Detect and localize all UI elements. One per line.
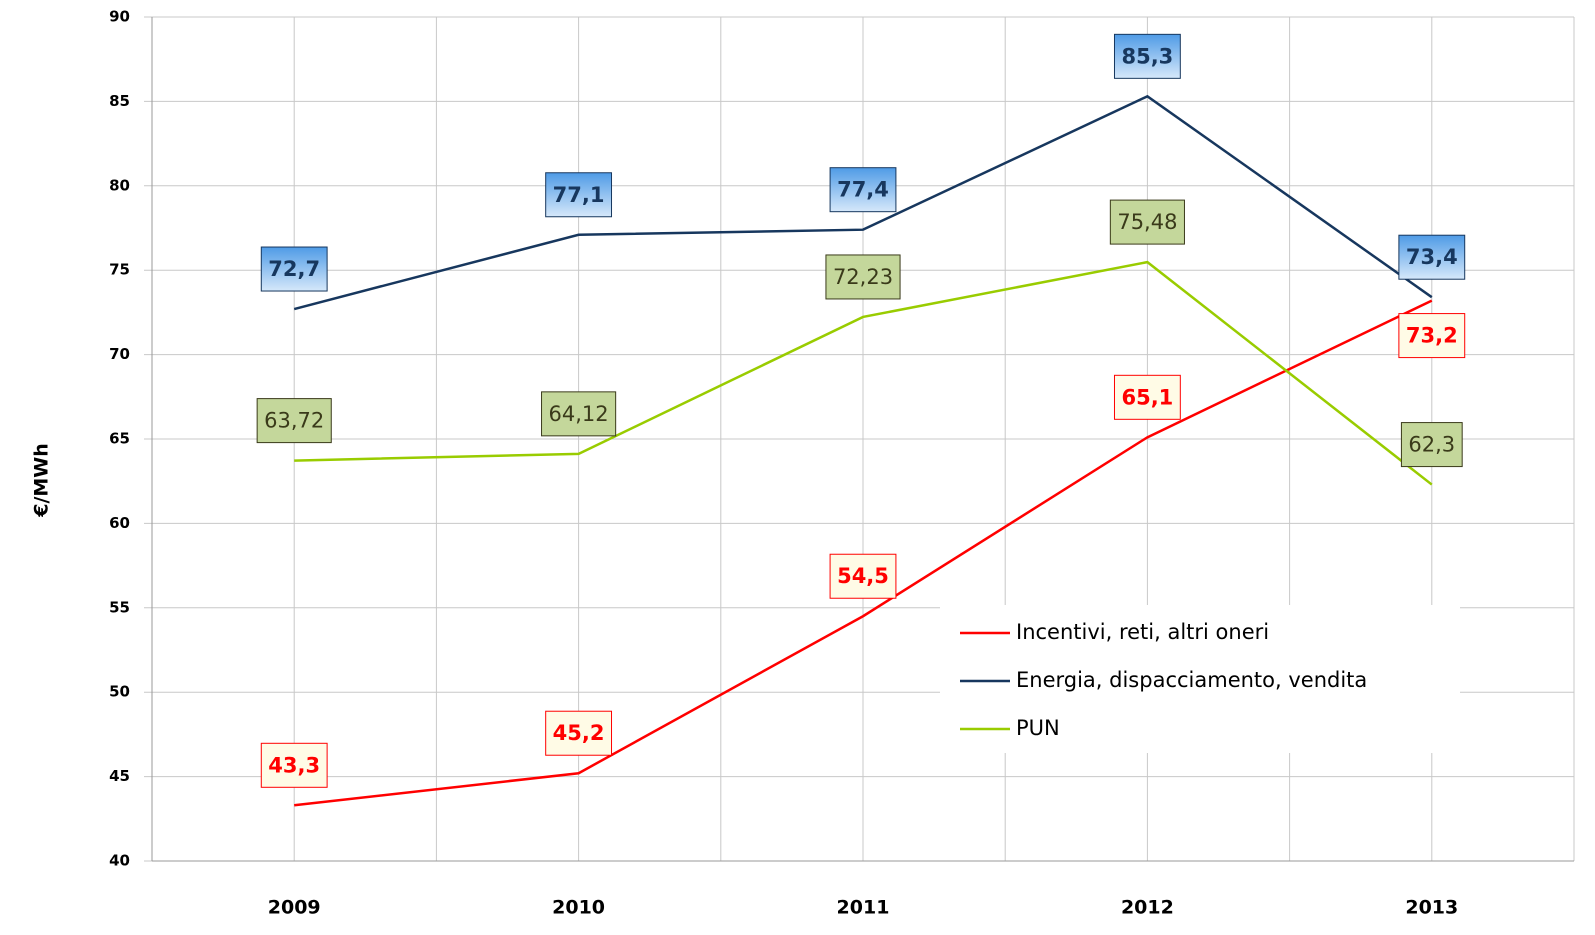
data-label-box [545, 172, 613, 218]
data-label: 62,3 [1400, 422, 1463, 468]
data-label-text: 85,3 [1121, 44, 1173, 68]
data-label-text: 64,12 [549, 402, 609, 426]
line-series [293, 94, 1433, 311]
line-series [294, 260, 1433, 486]
x-tick-label: 2009 [268, 897, 321, 919]
data-label-box [541, 391, 617, 437]
data-label-box [1398, 313, 1466, 359]
data-label-text: 72,7 [268, 257, 320, 281]
y-tick-label: 50 [109, 683, 130, 701]
y-tick-label: 45 [109, 767, 130, 785]
data-label-text: 63,72 [264, 409, 324, 433]
legend-label: PUN [1016, 716, 1060, 740]
data-label-box [829, 167, 897, 213]
data-label: 72,7 [260, 246, 328, 292]
data-label: 73,2 [1398, 313, 1466, 359]
y-tick-label: 90 [109, 8, 130, 26]
legend-label: Energia, dispacciamento, vendita [1016, 668, 1367, 692]
data-label: 63,72 [256, 398, 332, 444]
data-label: 65,1 [1113, 374, 1181, 420]
data-label-box [1400, 422, 1463, 468]
data-label: 43,3 [260, 742, 328, 788]
line-series [294, 299, 1433, 807]
y-tick-label: 75 [109, 261, 130, 279]
legend-label: Incentivi, reti, altri oneri [1016, 620, 1269, 644]
data-label: 54,5 [829, 553, 897, 599]
y-tick-label: 70 [109, 345, 130, 363]
data-label-box [1109, 199, 1185, 245]
data-label-box [1113, 374, 1181, 420]
data-label-text: 73,4 [1406, 245, 1458, 269]
y-tick-label: 85 [109, 92, 130, 110]
data-label-text: 62,3 [1408, 433, 1455, 457]
data-label-text: 75,48 [1117, 210, 1177, 234]
data-label: 75,48 [1109, 199, 1185, 245]
data-label-box [829, 553, 897, 599]
data-label-text: 45,2 [553, 721, 605, 745]
legend-box [940, 605, 1460, 753]
data-label-text: 54,5 [837, 564, 889, 588]
data-label-text: 77,4 [837, 178, 889, 202]
data-label-text: 43,3 [268, 753, 320, 777]
data-label: 64,12 [541, 391, 617, 437]
y-tick-label: 65 [109, 430, 130, 448]
data-label-text: 72,23 [833, 265, 893, 289]
x-tick-label: 2011 [837, 897, 890, 919]
y-tick-label: 55 [109, 598, 130, 616]
data-label: 77,4 [829, 167, 897, 213]
data-label-box [825, 254, 901, 300]
data-label-text: 77,1 [553, 183, 605, 207]
data-label-box [260, 742, 328, 788]
legend: Incentivi, reti, altri oneri Energia, dis… [940, 605, 1460, 753]
data-label-text: 73,2 [1406, 324, 1458, 348]
y-tick-label: 80 [109, 176, 130, 194]
x-tick-label: 2010 [552, 897, 605, 919]
x-tick-label: 2012 [1121, 897, 1174, 919]
data-label: 45,2 [545, 710, 613, 756]
data-label-box [1398, 234, 1466, 280]
data-label-box [545, 710, 613, 756]
data-label: 72,23 [825, 254, 901, 300]
data-label: 77,1 [545, 172, 613, 218]
data-label: 73,4 [1398, 234, 1466, 280]
x-tick-label: 2013 [1405, 897, 1458, 919]
data-label-box [260, 246, 328, 292]
y-axis-label: €/MWh [31, 443, 53, 518]
data-label-box [256, 398, 332, 444]
y-tick-label: 40 [109, 852, 130, 870]
y-tick-label: 60 [109, 514, 130, 532]
data-label-box [1113, 33, 1181, 79]
data-label: 85,3 [1113, 33, 1181, 79]
data-label-text: 65,1 [1121, 385, 1173, 409]
